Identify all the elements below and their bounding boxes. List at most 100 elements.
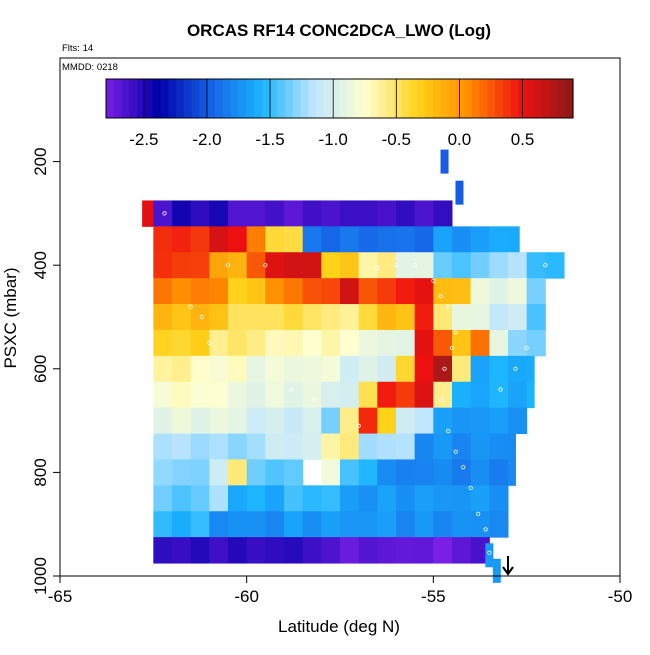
flight-track-point	[162, 211, 167, 216]
heatmap-cell	[508, 355, 528, 383]
heatmap-cell	[489, 485, 509, 512]
heatmap-cell	[246, 329, 266, 357]
heatmap-cell	[265, 278, 285, 305]
heatmap-cell	[340, 407, 360, 435]
colorbar-swatch	[440, 79, 450, 118]
flight-track-point	[446, 428, 451, 434]
heatmap-cell	[246, 537, 266, 564]
heatmap-cell	[377, 485, 397, 512]
colorbar-swatch	[479, 79, 488, 118]
heatmap-cell	[153, 252, 173, 279]
heatmap-cell	[265, 537, 285, 564]
heatmap-cell	[414, 252, 434, 279]
heatmap-cell	[153, 355, 173, 383]
heatmap-cell	[414, 278, 434, 305]
heatmap-cell	[153, 537, 173, 564]
heatmap-cell	[489, 433, 509, 460]
flight-track	[162, 211, 548, 555]
colorbar-swatch	[183, 79, 193, 118]
colorbar-swatch	[160, 79, 169, 118]
heatmap-cell	[228, 252, 248, 279]
heatmap-cell	[433, 407, 453, 435]
heatmap-cell	[489, 407, 509, 435]
heatmap-cell	[172, 200, 192, 227]
flight-track-point	[476, 511, 481, 516]
colorbar-swatch	[308, 79, 317, 118]
direction-arrow-head	[502, 566, 514, 576]
heatmap-cell	[396, 381, 416, 409]
heatmap-cell	[377, 329, 397, 357]
heatmap-cell	[172, 381, 192, 409]
heatmap-cell	[470, 329, 490, 357]
x-tick-label: -50	[608, 587, 633, 606]
heatmap-cell	[452, 433, 472, 460]
colorbar-swatch	[557, 79, 566, 118]
heatmap-cell	[321, 381, 341, 409]
heatmap-cell	[321, 252, 341, 279]
colorbar-swatch	[113, 79, 123, 118]
heatmap-cell	[321, 459, 341, 486]
heatmap-cell	[433, 511, 453, 538]
flight-track-point	[449, 345, 455, 351]
heatmap-cell	[340, 355, 360, 383]
heatmap-cell	[302, 381, 322, 409]
heatmap-cell	[172, 537, 192, 564]
heatmap-cell	[358, 304, 378, 331]
date-annotation: MMDD: 0218	[62, 62, 118, 73]
heatmap-cell	[526, 304, 546, 331]
heatmap-cell	[433, 433, 453, 460]
flight-track-point	[225, 263, 231, 268]
heatmap-cell	[321, 200, 341, 227]
heatmap-cell	[470, 355, 490, 383]
colorbar-tick-label: -1.0	[319, 130, 348, 149]
heatmap-cell	[433, 485, 453, 512]
heatmap-cell	[228, 329, 248, 357]
heatmap-cell	[377, 200, 397, 227]
heatmap-cell	[246, 355, 266, 383]
heatmap-cell	[209, 407, 229, 435]
heatmap-cell	[153, 459, 173, 486]
heatmap-cell	[489, 459, 509, 486]
colorbar-swatch	[510, 79, 520, 118]
heatmap-cell	[302, 200, 322, 227]
heatmap-cell	[470, 511, 490, 538]
heatmap-cell	[209, 329, 229, 357]
heatmap-cell	[396, 537, 416, 564]
heatmap-cell	[377, 252, 397, 279]
flight-track-point	[438, 397, 443, 402]
flight-track-point	[461, 465, 466, 470]
heatmap-cell	[414, 459, 434, 486]
colorbar-swatch	[386, 79, 395, 118]
heatmap-cell	[321, 355, 341, 383]
heatmap-cell	[526, 381, 535, 409]
heatmap-cell	[489, 355, 509, 383]
heatmap-cell	[246, 407, 266, 435]
heatmap-cell	[209, 355, 229, 383]
heatmap-cell	[358, 252, 378, 279]
heatmap-cell	[414, 407, 434, 435]
heatmap-cell	[433, 252, 453, 279]
heatmap-cell	[265, 200, 285, 227]
heatmap-cell	[172, 355, 192, 383]
heatmap-cell	[508, 407, 528, 435]
heatmap-cell	[190, 537, 210, 564]
heatmap-cell	[340, 278, 360, 305]
heatmap-cell	[228, 407, 248, 435]
heatmap-cell	[414, 433, 434, 460]
heatmap-cell	[302, 329, 322, 357]
heatmap-cell	[340, 459, 360, 486]
heatmap-cell	[452, 278, 472, 305]
heatmap-cell	[414, 304, 434, 331]
heatmap-cell	[228, 200, 248, 227]
heatmap-cell	[190, 433, 210, 460]
heatmap-cell	[190, 252, 210, 279]
heatmap-cell	[284, 485, 304, 512]
heatmap-cell	[340, 381, 360, 409]
colorbar-swatch	[253, 79, 263, 118]
heatmap-cell	[433, 226, 453, 253]
colorbar-swatch	[323, 79, 333, 118]
heatmap-cell	[209, 459, 229, 486]
heatmap-cell	[246, 381, 266, 409]
heatmap-cell	[414, 537, 434, 564]
heatmap-cell	[246, 433, 266, 460]
